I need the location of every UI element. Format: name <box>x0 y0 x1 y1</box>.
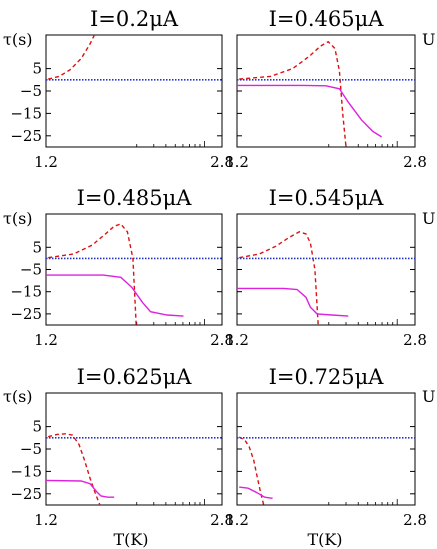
x-axis-label-right: T(K) <box>307 530 342 549</box>
right-axis-label-row2: U <box>422 209 435 228</box>
chart-panel-1: I=0.2μA 5 −5 −15 −25 <box>10 7 223 148</box>
x-tick-label: 2.8 <box>210 331 234 349</box>
tau-curve <box>239 40 347 147</box>
right-axis-label-row1: U <box>422 30 435 49</box>
u-curve <box>239 486 273 499</box>
y-tick-label: −5 <box>20 440 42 458</box>
y-tick-label: −15 <box>10 462 42 480</box>
panel-series-group <box>46 35 222 81</box>
u-curve <box>46 479 115 498</box>
x-tick-label: 1.2 <box>34 511 58 529</box>
y-tick-label: −5 <box>20 261 42 279</box>
y-tick-label: −15 <box>10 104 42 122</box>
x-tick-label: 2.8 <box>210 511 234 529</box>
chart-panel-3: I=0.485μA 5 −5 −15 −25 <box>10 186 223 326</box>
panel-frame <box>236 392 416 506</box>
panel-title: I=0.2μA <box>90 7 179 31</box>
x-axis-label-left: T(K) <box>113 530 148 549</box>
panel-title: I=0.485μA <box>77 186 193 210</box>
panel-series-group <box>237 40 415 147</box>
panel-frame <box>236 213 416 326</box>
x-tick-label: 2.8 <box>403 153 427 171</box>
panel-series-group <box>237 231 415 325</box>
panel-title: I=0.625μA <box>77 365 193 389</box>
y-axis-label-row3: τ(s) <box>3 387 33 406</box>
y-axis-label-row1: τ(s) <box>3 30 33 49</box>
y-tick-label: −25 <box>10 127 42 145</box>
x-tick-label: 2.8 <box>403 331 427 349</box>
panel-frame <box>45 34 223 148</box>
y-tick-label: −25 <box>10 305 42 323</box>
y-tick-label: 5 <box>32 418 42 436</box>
x-tick-label: 1.2 <box>225 331 249 349</box>
right-axis-label-row3: U <box>422 387 435 406</box>
panel-series-group <box>46 223 222 325</box>
y-axis-label-row2: τ(s) <box>3 209 33 228</box>
chart-panel-5: I=0.625μA 5 −5 −15 −25 1.2 2.8 <box>10 365 234 529</box>
panel-frame <box>236 34 416 148</box>
x-tick-label: 2.8 <box>210 153 234 171</box>
x-tick-label: 1.2 <box>34 331 58 349</box>
panel-title: I=0.545μA <box>269 186 385 210</box>
tau-curve <box>238 436 265 505</box>
panel-title: I=0.725μA <box>269 365 385 389</box>
panel-frame <box>45 392 223 506</box>
u-curve <box>237 287 349 317</box>
u-curve <box>237 84 382 138</box>
x-tick-label: 1.2 <box>225 511 249 529</box>
tau-curve <box>48 433 101 505</box>
panel-frame <box>45 213 223 326</box>
x-tick-label: 2.8 <box>403 511 427 529</box>
x-tick-label: 1.2 <box>225 153 249 171</box>
chart-panel-6: I=0.725μA 1.2 2.8 <box>225 365 427 529</box>
panel-series-group <box>46 433 222 505</box>
chart-panel-4: I=0.545μA <box>236 186 416 326</box>
y-tick-label: −25 <box>10 485 42 503</box>
u-curve <box>46 274 184 317</box>
tau-curve <box>239 231 319 325</box>
chart-panel-2: I=0.465μA <box>236 7 416 148</box>
y-tick-label: −5 <box>20 82 42 100</box>
y-tick-label: 5 <box>32 238 42 256</box>
panel-title: I=0.465μA <box>269 7 385 31</box>
panel-series-group <box>237 436 415 505</box>
x-tick-label: 1.2 <box>34 153 58 171</box>
y-tick-label: −15 <box>10 283 42 301</box>
y-tick-label: 5 <box>32 60 42 78</box>
tau-curve <box>48 35 96 80</box>
